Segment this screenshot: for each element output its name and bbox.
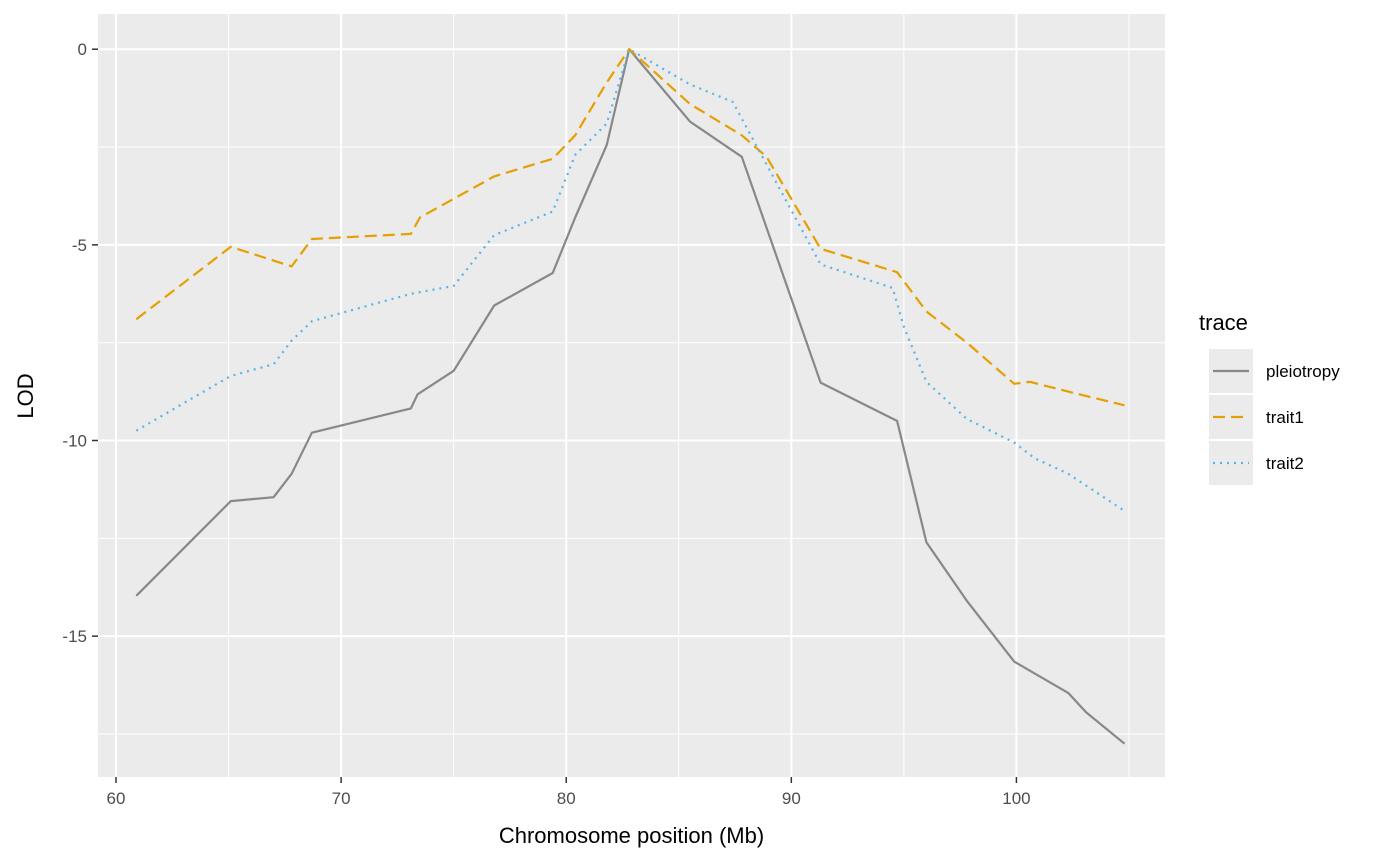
y-tick-label: -5 <box>72 236 87 255</box>
legend-item-trait2: trait2 <box>1209 441 1304 485</box>
x-tick-label: 70 <box>332 789 351 808</box>
legend-key <box>1209 441 1253 485</box>
y-tick-label: 0 <box>78 40 87 59</box>
series-line-trait1 <box>135 48 1125 407</box>
series-lines <box>135 48 1126 745</box>
legend-title: trace <box>1199 310 1248 335</box>
y-tick-label: -15 <box>62 627 87 646</box>
x-tick-label: 60 <box>107 789 126 808</box>
x-axis: 60 70 80 90 100 <box>107 777 1031 808</box>
legend-label: trait2 <box>1266 454 1304 473</box>
x-axis-title: Chromosome position (Mb) <box>499 823 764 848</box>
legend-item-trait1: trait1 <box>1209 395 1304 439</box>
major-gridlines <box>98 14 1165 777</box>
x-tick-label: 80 <box>557 789 576 808</box>
series-line-pleiotropy <box>135 48 1126 745</box>
plot-panel <box>98 14 1165 777</box>
legend: trace pleiotropy trait1 trait2 <box>1199 310 1340 485</box>
minor-gridlines <box>98 14 1165 777</box>
y-axis: 0 -5 -10 -15 <box>62 40 98 646</box>
x-tick-label: 100 <box>1002 789 1030 808</box>
legend-label: trait1 <box>1266 408 1304 427</box>
legend-label: pleiotropy <box>1266 362 1340 381</box>
y-tick-label: -10 <box>62 431 87 450</box>
y-axis-title: LOD <box>13 373 38 418</box>
legend-items: pleiotropy trait1 trait2 <box>1209 349 1340 485</box>
legend-item-pleiotropy: pleiotropy <box>1209 349 1340 393</box>
x-tick-label: 90 <box>782 789 801 808</box>
